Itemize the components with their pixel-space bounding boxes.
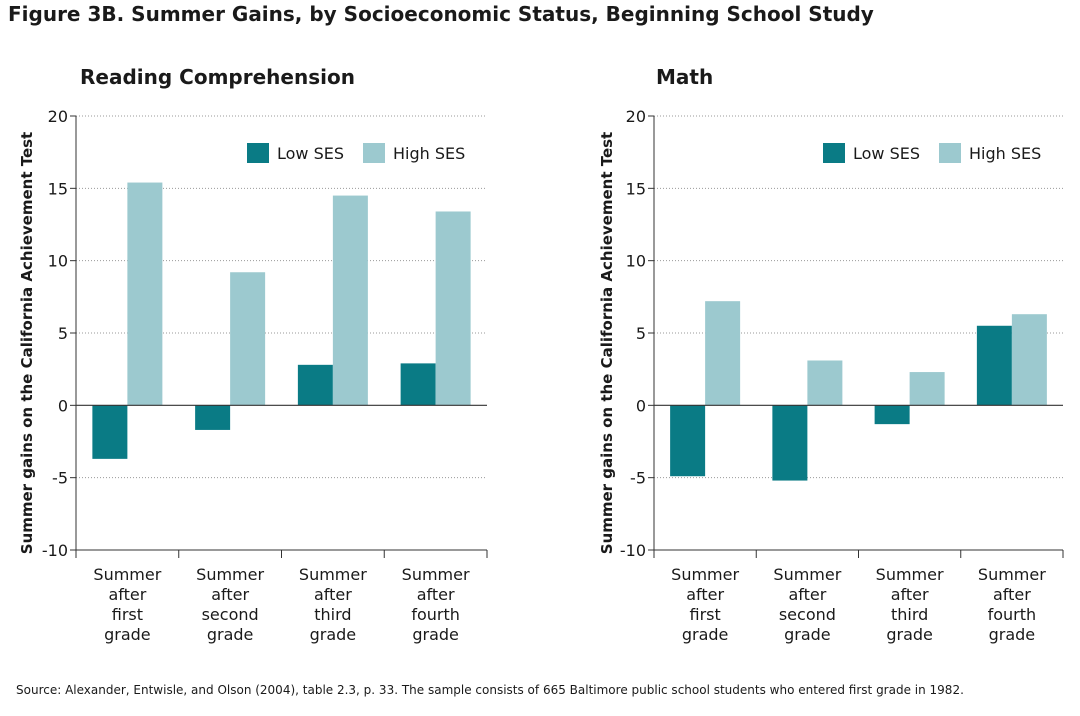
math-legend-label-low-ses: Low SES [853, 144, 920, 163]
math-x-tick-label: first [689, 605, 720, 624]
reading-y-tick-label: 5 [58, 324, 68, 343]
reading-x-tick-label: fourth [411, 605, 460, 624]
math-x-tick-label: Summer [773, 565, 841, 584]
math-x-tick-label: fourth [988, 605, 1037, 624]
math-bar-high-ses-3 [909, 372, 945, 406]
math-x-tick-label: third [891, 605, 928, 624]
reading-x-tick-label: after [417, 585, 455, 604]
reading-x-tick-label: after [314, 585, 352, 604]
reading-legend: Low SES High SES [247, 143, 465, 163]
reading-x-tick-label: third [314, 605, 351, 624]
math-x-tick-label: Summer [876, 565, 944, 584]
reading-x-tick-label: Summer [402, 565, 470, 584]
math-x-tick-label: grade [682, 625, 729, 644]
math-bar-high-ses-4 [1011, 314, 1047, 406]
reading-legend-swatch-high-ses [363, 143, 385, 163]
math-chart: Math Summer gains on the California Achie… [598, 65, 1064, 644]
reading-bar-low-ses-3 [297, 364, 333, 406]
math-bar-low-ses-2 [772, 405, 808, 481]
reading-x-tick-label: grade [207, 625, 254, 644]
math-y-tick-label: 15 [626, 179, 646, 198]
math-x-tick-label: Summer [978, 565, 1046, 584]
reading-x-tick-label: grade [310, 625, 357, 644]
math-x-tick-label: after [993, 585, 1031, 604]
math-x-tick-label: after [891, 585, 929, 604]
math-bar-low-ses-4 [976, 325, 1012, 406]
reading-y-tick-label: 10 [48, 252, 68, 271]
math-y-tick-label: 10 [626, 252, 646, 271]
math-y-tick-label: -10 [620, 541, 646, 560]
math-x-tick-label: after [686, 585, 724, 604]
math-y-tick-label: 20 [626, 107, 646, 126]
math-x-tick-label: grade [784, 625, 831, 644]
math-y-tick-label: 0 [636, 396, 646, 415]
math-chart-title: Math [656, 65, 713, 89]
reading-bar-high-ses-2 [230, 272, 266, 406]
reading-bar-low-ses-2 [195, 405, 231, 430]
reading-legend-swatch-low-ses [247, 143, 269, 163]
reading-x-tick-label: grade [412, 625, 459, 644]
math-x-tick-label: after [788, 585, 826, 604]
math-x-tick-label: grade [989, 625, 1036, 644]
math-legend-label-high-ses: High SES [969, 144, 1041, 163]
math-legend-swatch-high-ses [939, 143, 961, 163]
math-y-tick-label: 5 [636, 324, 646, 343]
reading-bar-high-ses-4 [435, 211, 471, 406]
math-legend-swatch-low-ses [823, 143, 845, 163]
math-x-tick-label: Summer [671, 565, 739, 584]
math-bar-high-ses-1 [705, 301, 741, 406]
reading-legend-label-low-ses: Low SES [277, 144, 344, 163]
reading-chart: Reading Comprehension Summer gains on the… [18, 65, 488, 644]
reading-legend-label-high-ses: High SES [393, 144, 465, 163]
reading-bar-low-ses-4 [400, 363, 436, 406]
reading-y-tick-label: -5 [52, 469, 68, 488]
math-bar-low-ses-1 [670, 405, 706, 477]
source-note: Source: Alexander, Entwisle, and Olson (… [16, 683, 964, 697]
reading-x-tick-label: first [112, 605, 143, 624]
math-bar-high-ses-2 [807, 360, 843, 406]
math-legend: Low SES High SES [823, 143, 1041, 163]
math-y-axis-label: Summer gains on the California Achieveme… [598, 132, 616, 554]
reading-chart-title: Reading Comprehension [80, 65, 355, 89]
reading-y-tick-label: -10 [42, 541, 68, 560]
math-bar-low-ses-3 [874, 405, 910, 425]
reading-bar-low-ses-1 [92, 405, 128, 459]
reading-y-tick-label: 0 [58, 396, 68, 415]
math-x-tick-label: second [779, 605, 836, 624]
reading-y-axis-label: Summer gains on the California Achieveme… [18, 132, 36, 554]
reading-x-tick-label: Summer [299, 565, 367, 584]
reading-x-tick-label: grade [104, 625, 151, 644]
reading-bar-high-ses-3 [332, 195, 368, 406]
reading-y-tick-label: 20 [48, 107, 68, 126]
reading-bar-high-ses-1 [127, 182, 163, 406]
reading-y-tick-label: 15 [48, 179, 68, 198]
reading-x-tick-label: after [108, 585, 146, 604]
reading-x-tick-label: after [211, 585, 249, 604]
math-x-tick-label: grade [886, 625, 933, 644]
math-y-tick-label: -5 [630, 469, 646, 488]
reading-x-tick-label: second [202, 605, 259, 624]
reading-x-tick-label: Summer [93, 565, 161, 584]
figure-title: Figure 3B. Summer Gains, by Socioeconomi… [8, 2, 874, 26]
reading-x-tick-label: Summer [196, 565, 264, 584]
